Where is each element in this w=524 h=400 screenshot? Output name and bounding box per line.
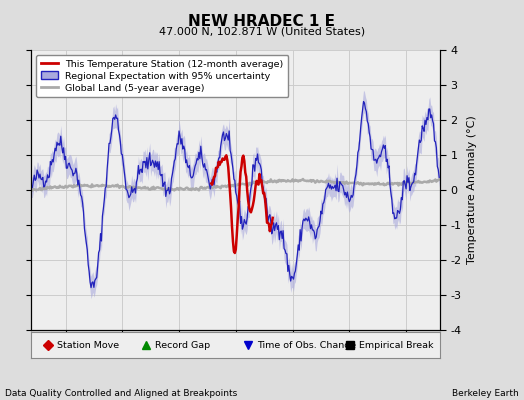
Text: 47.000 N, 102.871 W (United States): 47.000 N, 102.871 W (United States) (159, 26, 365, 36)
Text: Time of Obs. Change: Time of Obs. Change (257, 340, 356, 350)
Text: Station Move: Station Move (57, 340, 119, 350)
Legend: This Temperature Station (12-month average), Regional Expectation with 95% uncer: This Temperature Station (12-month avera… (36, 55, 288, 97)
Text: Record Gap: Record Gap (155, 340, 210, 350)
Text: NEW HRADEC 1 E: NEW HRADEC 1 E (189, 14, 335, 29)
Text: Empirical Break: Empirical Break (359, 340, 434, 350)
Text: Data Quality Controlled and Aligned at Breakpoints: Data Quality Controlled and Aligned at B… (5, 389, 237, 398)
Text: Berkeley Earth: Berkeley Earth (452, 389, 519, 398)
Y-axis label: Temperature Anomaly (°C): Temperature Anomaly (°C) (467, 116, 477, 264)
